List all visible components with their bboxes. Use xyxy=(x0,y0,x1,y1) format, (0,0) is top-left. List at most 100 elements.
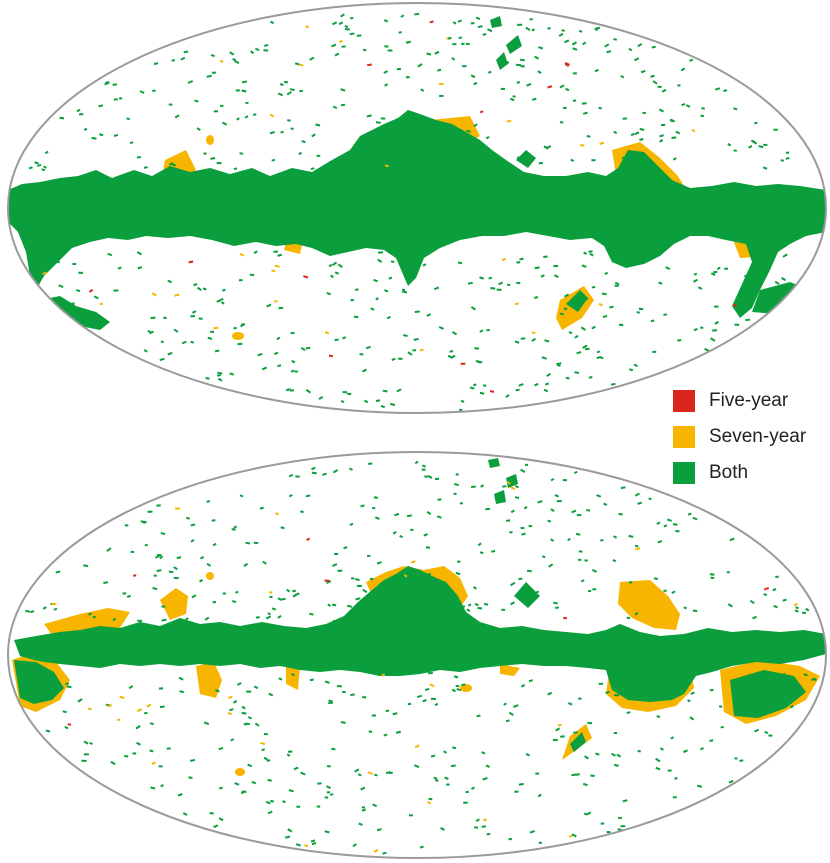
point-source-mask xyxy=(571,41,577,46)
point-source-mask xyxy=(181,340,187,345)
point-source-mask xyxy=(328,701,334,705)
point-source-mask xyxy=(210,157,216,160)
point-source-mask xyxy=(188,776,193,779)
point-source-mask xyxy=(525,463,529,466)
point-source-mask xyxy=(675,530,680,533)
point-source-mask xyxy=(437,498,442,501)
point-source-mask xyxy=(754,281,760,285)
point-source-mask xyxy=(520,65,525,68)
point-source-mask xyxy=(215,689,220,693)
point-source-mask xyxy=(537,793,542,798)
point-source-mask xyxy=(206,562,212,567)
point-source-mask xyxy=(521,532,526,536)
point-source-mask xyxy=(613,731,618,735)
point-source-mask xyxy=(667,769,672,772)
point-source-mask xyxy=(572,72,577,75)
point-source-mask xyxy=(564,293,570,298)
point-source-mask xyxy=(636,680,641,685)
point-source-mask xyxy=(54,260,60,264)
point-source-mask xyxy=(709,739,714,742)
point-source-mask xyxy=(93,295,99,300)
point-source-mask xyxy=(490,287,496,290)
point-source-mask xyxy=(612,535,618,539)
point-source-mask xyxy=(465,790,469,794)
point-source-mask xyxy=(375,297,379,301)
point-source-mask xyxy=(168,103,173,106)
point-source-mask xyxy=(455,473,459,476)
point-source-mask xyxy=(479,110,484,114)
point-source-mask xyxy=(167,351,173,356)
point-source-mask xyxy=(780,672,786,678)
point-source-mask xyxy=(457,19,462,23)
point-source-mask xyxy=(378,251,384,254)
point-source-mask xyxy=(385,771,391,774)
point-source-mask xyxy=(358,822,363,826)
point-source-mask xyxy=(749,599,755,605)
point-source-mask xyxy=(386,315,391,320)
point-source-mask xyxy=(332,261,338,266)
point-source-mask xyxy=(576,514,582,517)
point-source-mask xyxy=(159,705,165,709)
point-source-mask xyxy=(456,688,462,692)
point-source-mask xyxy=(772,588,777,592)
point-source-mask xyxy=(621,156,628,161)
point-source-mask xyxy=(758,144,764,149)
point-source-mask xyxy=(310,167,315,171)
point-source-mask xyxy=(611,752,616,757)
point-source-mask xyxy=(671,136,677,139)
point-source-mask xyxy=(359,610,365,614)
point-source-mask xyxy=(70,302,75,305)
point-source-mask xyxy=(83,564,89,567)
point-source-mask xyxy=(241,80,248,84)
point-source-mask xyxy=(332,105,338,110)
point-source-mask xyxy=(564,39,570,44)
point-source-mask xyxy=(331,747,336,751)
point-source-mask xyxy=(42,606,47,610)
point-source-mask xyxy=(340,399,345,403)
point-source-mask xyxy=(467,281,473,285)
point-source-mask xyxy=(578,550,583,553)
point-source-mask xyxy=(584,755,590,760)
point-source-mask xyxy=(710,272,716,276)
point-source-mask xyxy=(655,757,661,763)
point-source-mask xyxy=(505,394,510,398)
point-source-mask xyxy=(295,475,300,478)
point-source-mask xyxy=(710,337,716,342)
point-source-mask xyxy=(433,776,438,780)
point-source-mask xyxy=(150,316,156,320)
point-source-mask xyxy=(126,117,130,121)
point-source-mask xyxy=(426,313,432,317)
point-source-mask xyxy=(744,273,750,278)
point-source-mask xyxy=(453,492,457,496)
point-source-mask xyxy=(613,130,618,135)
point-source-mask xyxy=(383,19,389,23)
point-source-mask xyxy=(124,754,129,758)
point-source-mask xyxy=(745,318,751,322)
point-source-mask xyxy=(452,21,457,25)
point-source-mask xyxy=(62,710,67,714)
point-source-mask xyxy=(129,141,134,145)
point-source-mask xyxy=(396,388,402,393)
point-source-mask xyxy=(448,168,454,171)
point-source-mask xyxy=(762,166,768,170)
point-source-mask xyxy=(153,574,157,577)
point-source-mask xyxy=(477,25,483,29)
point-source-mask xyxy=(198,317,203,320)
point-source-mask xyxy=(408,814,413,817)
point-source-mask xyxy=(599,141,605,146)
point-source-mask xyxy=(331,43,337,48)
point-source-mask xyxy=(459,502,463,505)
point-source-mask xyxy=(324,796,329,799)
point-source-mask xyxy=(663,589,667,592)
point-source-mask xyxy=(249,50,255,55)
point-source-mask xyxy=(76,289,81,293)
point-source-mask xyxy=(683,606,688,610)
point-source-mask xyxy=(515,388,520,392)
point-source-mask xyxy=(621,673,626,676)
point-source-mask xyxy=(581,297,587,302)
point-source-mask xyxy=(503,702,507,706)
point-source-mask xyxy=(237,342,243,346)
point-source-mask xyxy=(174,293,180,297)
point-source-mask xyxy=(470,21,475,25)
point-source-mask xyxy=(168,570,174,574)
